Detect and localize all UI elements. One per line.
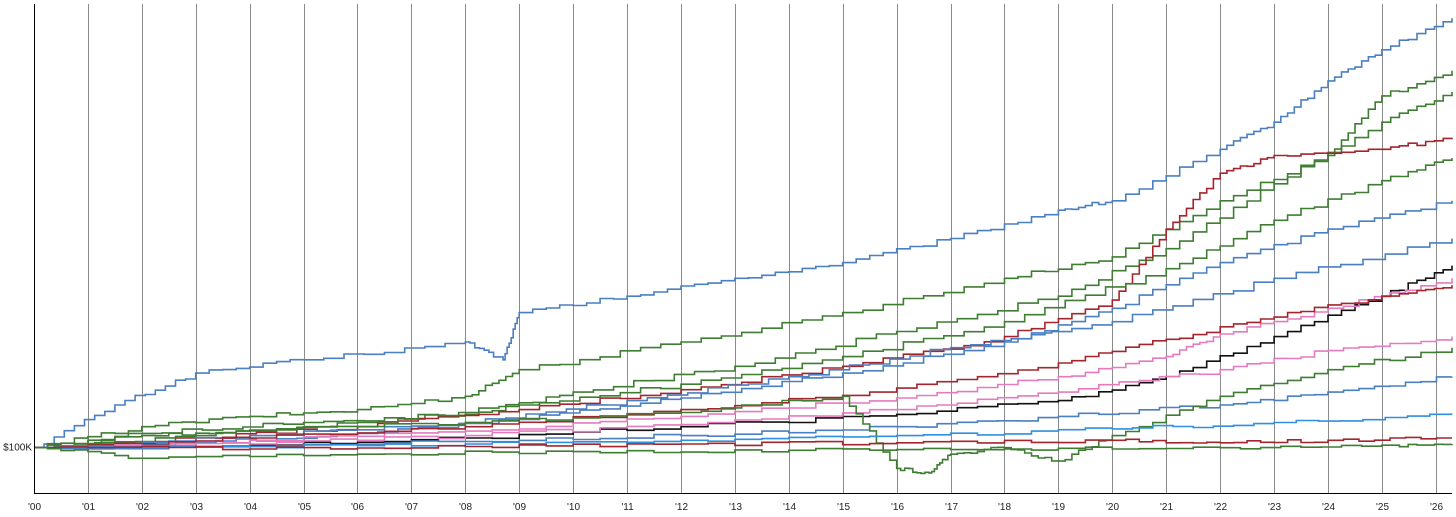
series-line: [34, 265, 1453, 450]
axes: [34, 4, 1452, 494]
x-tick-label: '01: [82, 502, 95, 513]
x-tick-label: '23: [1268, 502, 1281, 513]
series-line: [34, 336, 1453, 449]
series-line: [34, 443, 1453, 460]
series-line: [34, 285, 1453, 449]
x-tick-label: '06: [351, 502, 364, 513]
reference-value-label: $100K: [3, 443, 32, 454]
series-line: [34, 278, 1453, 449]
x-tick-label: '24: [1322, 502, 1335, 513]
x-tick-label: '14: [783, 502, 796, 513]
series-line: [34, 436, 1452, 451]
x-tick-label: '19: [1052, 502, 1065, 513]
x-tick-label: '10: [567, 502, 580, 513]
x-tick-label: '18: [998, 502, 1011, 513]
series-line: [34, 347, 1453, 475]
x-tick-label: '02: [136, 502, 149, 513]
x-tick-label: '11: [621, 502, 634, 513]
x-tick-label: '00: [28, 502, 41, 513]
x-tick-label: '26: [1430, 502, 1443, 513]
x-tick-label: '16: [891, 502, 904, 513]
x-tick-label: '08: [459, 502, 472, 513]
series-line: [34, 238, 1453, 449]
x-tick-label: '17: [945, 502, 958, 513]
series-lines: [34, 18, 1453, 475]
series-line: [34, 92, 1453, 449]
series-line: [34, 200, 1453, 449]
x-tick-label: '15: [837, 502, 850, 513]
series-line: [34, 18, 1453, 449]
x-tick-label: '21: [1160, 502, 1173, 513]
x-tick-label: '09: [513, 502, 526, 513]
x-tick-labels: '00 '01 '02 '03 '04 '05 '06 '07 '08 '09 '10 '11 '12 '…: [28, 502, 1443, 513]
x-tick-label: '25: [1376, 502, 1389, 513]
x-tick-label: '13: [729, 502, 742, 513]
x-tick-label: '07: [405, 502, 418, 513]
x-tick-label: '12: [675, 502, 688, 513]
x-tick-label: '22: [1214, 502, 1227, 513]
x-tick-label: '20: [1106, 502, 1119, 513]
x-tick-label: '03: [190, 502, 203, 513]
x-tick-label: '05: [298, 502, 311, 513]
x-tick-label: '04: [244, 502, 257, 513]
